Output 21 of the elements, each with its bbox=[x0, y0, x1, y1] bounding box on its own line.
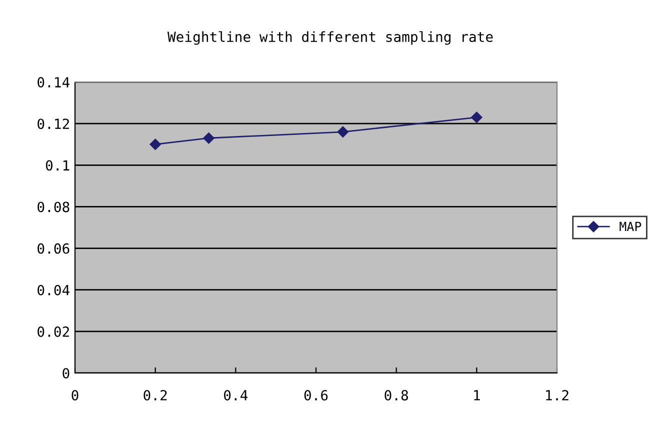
x-tick-label: 1.2 bbox=[546, 390, 568, 400]
point bbox=[203, 132, 214, 144]
legend-label: MAP bbox=[620, 222, 642, 231]
point bbox=[150, 138, 161, 150]
y-tick-label: 0.08 bbox=[38, 202, 70, 212]
x-tick-label: 0.2 bbox=[144, 390, 167, 400]
point bbox=[337, 126, 349, 138]
x-tick-label: 1 bbox=[474, 390, 480, 400]
y-tick-label: 0.12 bbox=[38, 118, 69, 130]
y-tick-label: 0.06 bbox=[38, 243, 70, 254]
x-tick-label: 0.8 bbox=[384, 390, 408, 400]
x-tick-label: 0.4 bbox=[224, 390, 248, 400]
chart-title: Weightline with different sampling rate bbox=[167, 31, 493, 45]
y-tick-label: 0.14 bbox=[38, 77, 70, 88]
x-tick-label: 0 bbox=[72, 390, 78, 400]
x-tick-label: 0.6 bbox=[304, 390, 328, 400]
point bbox=[471, 112, 482, 123]
y-tick-label: 0.04 bbox=[38, 284, 70, 296]
y-tick-label: 0 bbox=[62, 368, 70, 379]
y-tick-label: 0.02 bbox=[38, 326, 69, 337]
y-tick-label: 0.1 bbox=[46, 160, 70, 171]
